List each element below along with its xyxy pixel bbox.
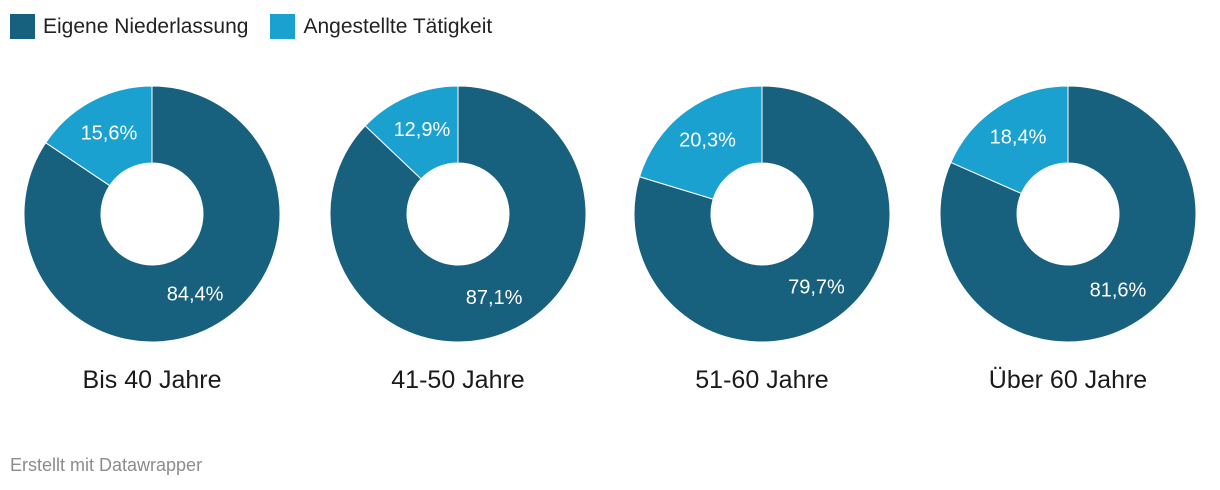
legend: Eigene Niederlassung Angestellte Tätigke… [10,14,492,39]
legend-label: Eigene Niederlassung [43,14,249,38]
donut-slice-eigene-niederlassung [633,85,891,343]
slice-value-label: 84,4% [167,284,224,306]
footer-credit: Erstellt mit Datawrapper [10,455,203,475]
chart-title: 41-50 Jahre [391,366,524,394]
slice-value-label: 12,9% [394,119,451,141]
donut-slice-angestellte-taetigkeit [950,85,1069,195]
slice-value-label: 79,7% [788,277,845,299]
donut-slice-angestellte-taetigkeit [638,85,763,200]
slice-value-label: 15,6% [81,122,138,144]
donut-slice-eigene-niederlassung [329,85,587,343]
donut-charts: 84,4% 15,6% Bis 40 Jahre 87,1% 12,9% 41-50 Ja… [23,85,1197,394]
legend-label: Angestellte Tätigkeit [303,14,493,38]
legend-swatch [270,14,296,39]
chart-title: 51-60 Jahre [695,366,828,394]
slice-value-label: 20,3% [679,129,736,151]
donut-chart-4: 81,6% 18,4% Über 60 Jahre [939,85,1197,394]
legend-item-angestellte-taetigkeit: Angestellte Tätigkeit [270,14,492,39]
chart-title: Über 60 Jahre [989,366,1147,394]
slice-value-label: 18,4% [990,126,1047,148]
donut-slice-angestellte-taetigkeit [364,85,459,180]
donut-slice-eigene-niederlassung [23,85,281,343]
donut-slice-angestellte-taetigkeit [44,85,153,187]
slice-value-label: 81,6% [1090,280,1147,302]
legend-swatch [10,14,35,39]
donut-slice-eigene-niederlassung [939,85,1197,343]
slice-value-label: 87,1% [466,287,523,309]
donut-chart-2: 87,1% 12,9% 41-50 Jahre [329,85,587,394]
donut-chart-3: 79,7% 20,3% 51-60 Jahre [633,85,891,394]
chart-title: Bis 40 Jahre [83,366,222,394]
legend-item-eigene-niederlassung: Eigene Niederlassung [10,14,248,39]
donut-chart-1: 84,4% 15,6% Bis 40 Jahre [23,85,281,394]
